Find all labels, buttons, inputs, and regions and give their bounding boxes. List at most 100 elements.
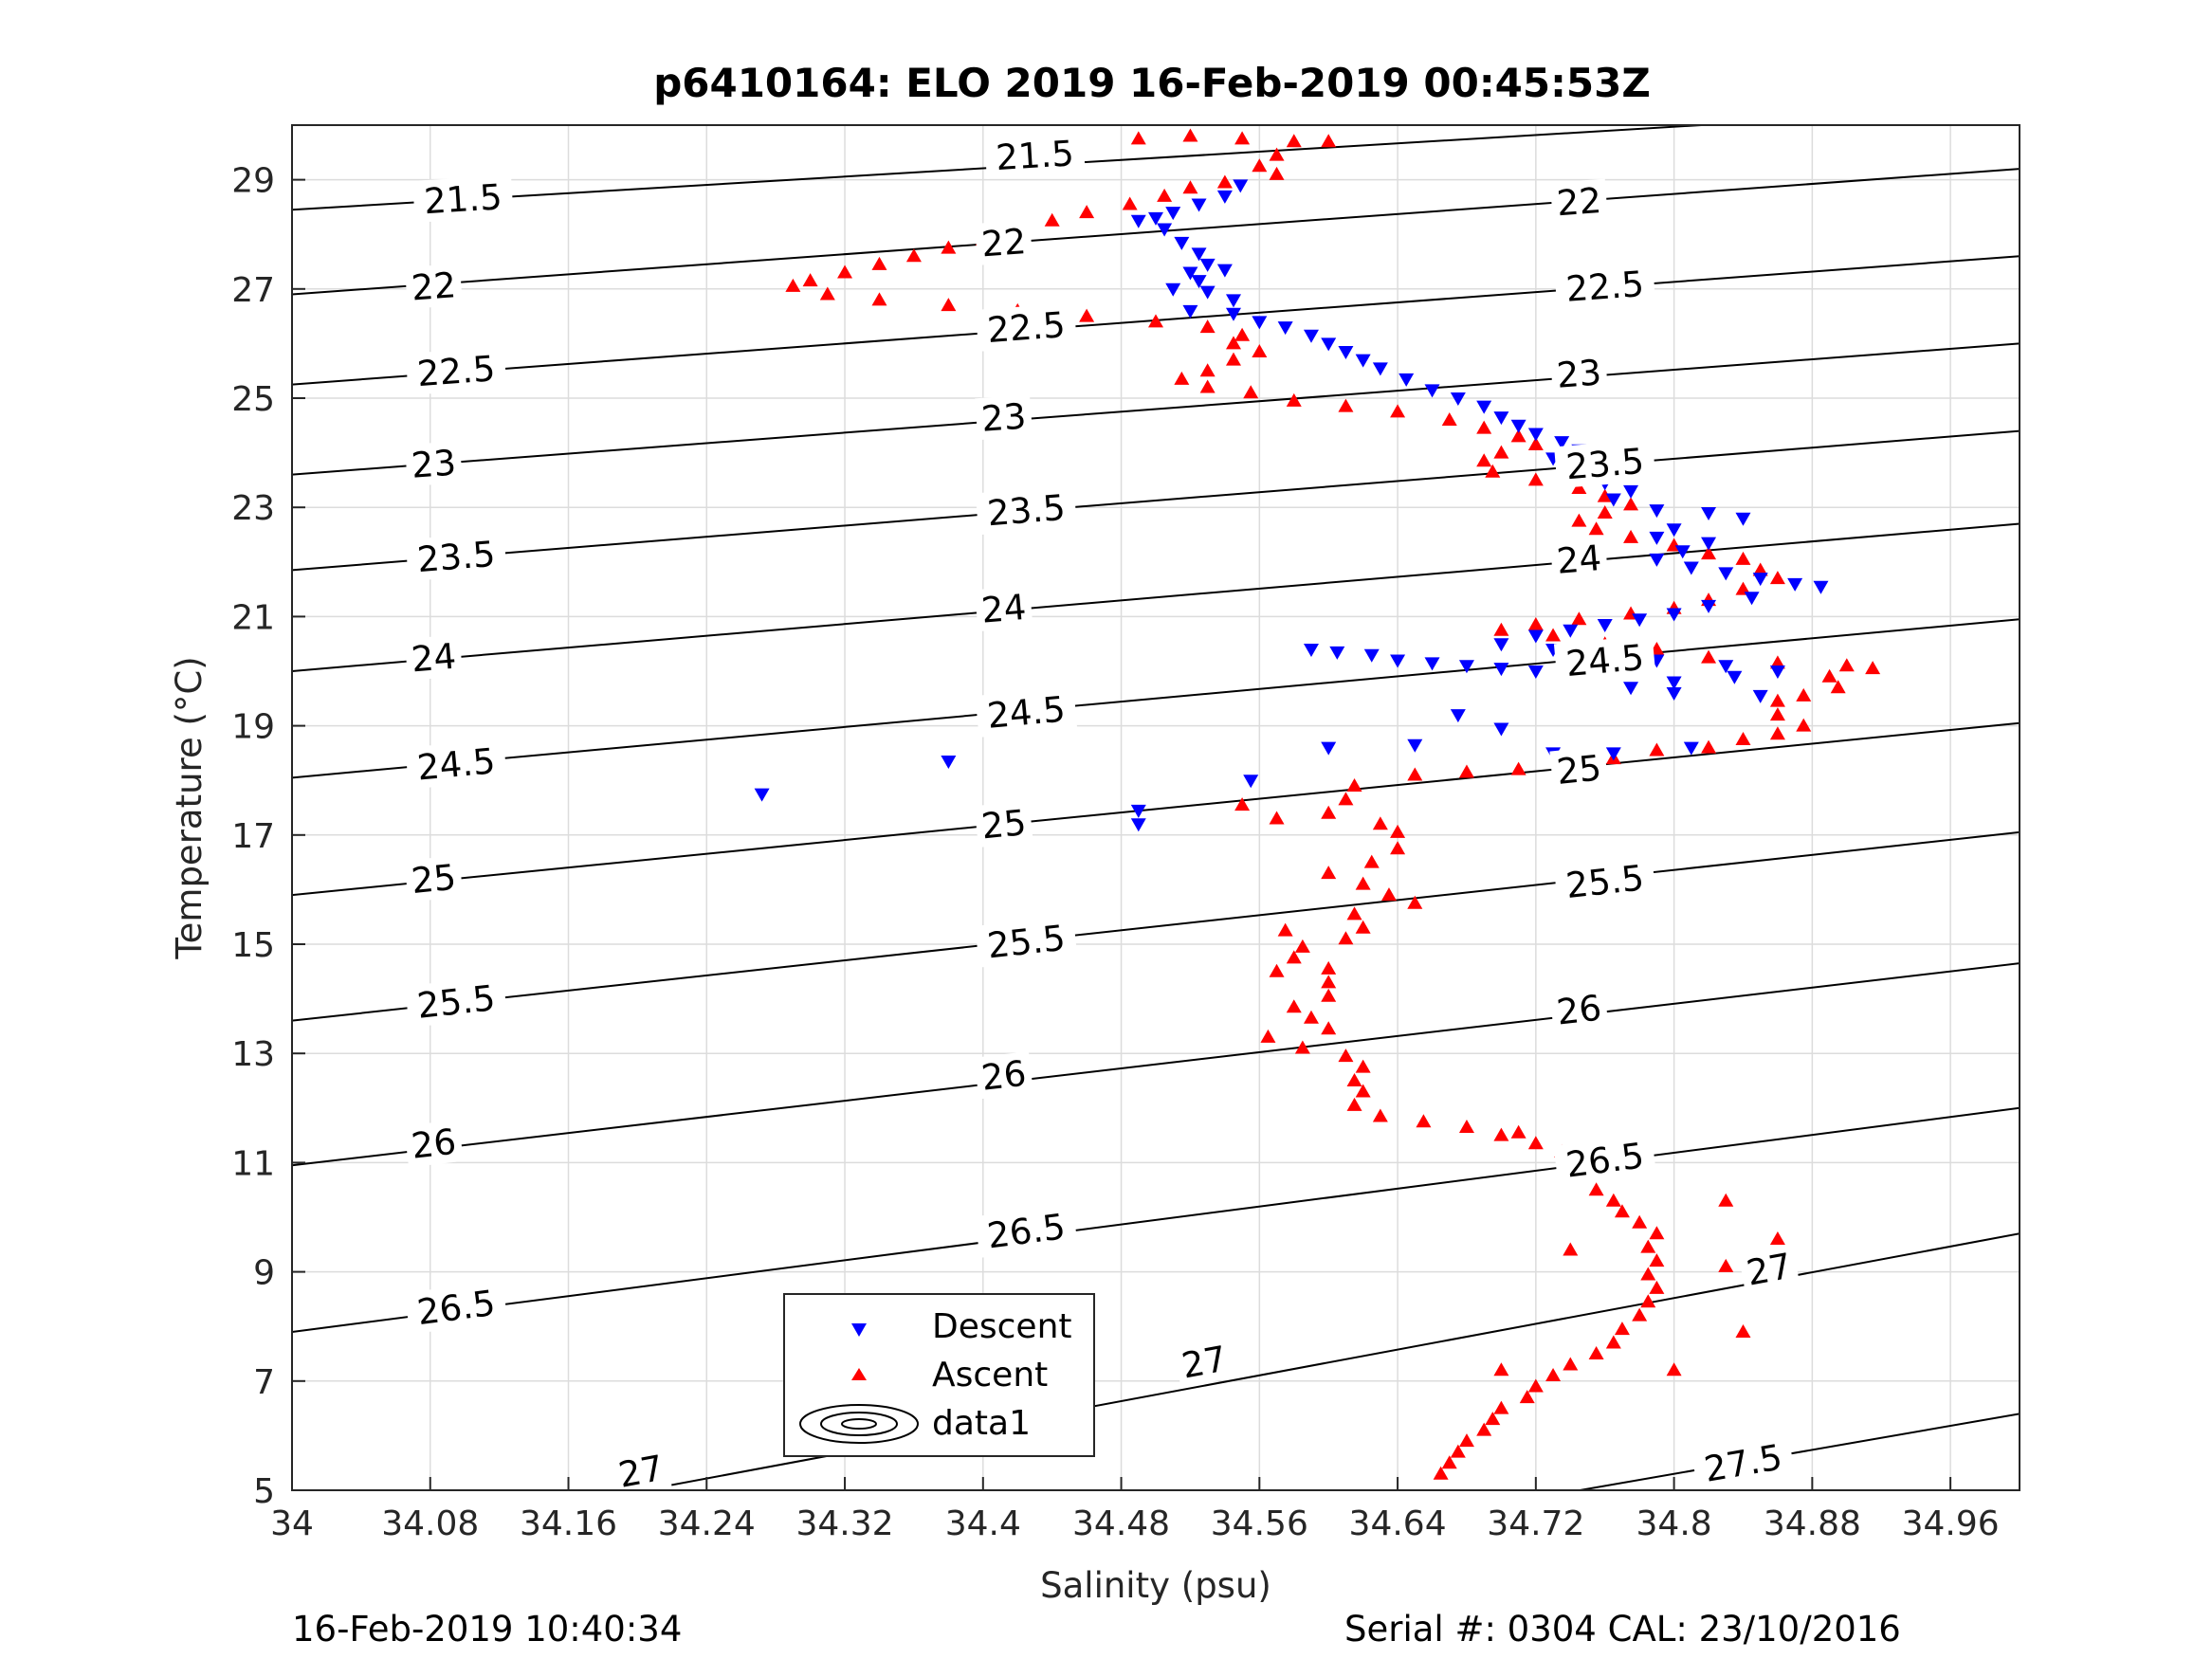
contour-label-text: 26.5 xyxy=(1563,1135,1646,1185)
contour-label-text: 22.5 xyxy=(1564,264,1645,310)
ascent-point xyxy=(1649,1280,1665,1294)
y-tick-label: 15 xyxy=(231,926,275,965)
y-tick-label: 21 xyxy=(231,598,275,637)
ascent-point xyxy=(1485,464,1501,478)
ascent-point xyxy=(1493,445,1509,459)
ascent-point xyxy=(1286,392,1302,407)
contour-label-text: 26 xyxy=(979,1053,1029,1099)
ascent-point xyxy=(1234,327,1251,341)
contour-label: 25.5 xyxy=(405,975,508,1028)
contour-label-halo xyxy=(975,302,1077,352)
contour-label-halo xyxy=(405,975,508,1028)
descent-point xyxy=(1666,608,1682,622)
ascent-point xyxy=(1623,497,1639,511)
contour-label-halo xyxy=(1549,350,1608,397)
ascent-point xyxy=(1286,134,1302,148)
ascent-point xyxy=(1735,1323,1751,1338)
descent-point xyxy=(1458,660,1474,674)
descent-point xyxy=(1527,629,1544,644)
contour-label: 22.5 xyxy=(405,346,507,395)
density-contour-line xyxy=(292,618,2020,779)
ascent-point xyxy=(1390,404,1406,418)
y-tick-label: 27 xyxy=(231,271,275,310)
contour-label-halo xyxy=(404,440,463,487)
contour-label-halo xyxy=(404,855,464,902)
contour-label: 22 xyxy=(1549,178,1608,225)
ascent-point xyxy=(1545,1368,1562,1382)
ascent-point xyxy=(1182,180,1198,194)
contour-label: 25 xyxy=(404,855,464,902)
descent-point xyxy=(1476,400,1492,414)
ascent-point xyxy=(837,264,853,279)
ascent-point xyxy=(1225,352,1241,366)
descent-point xyxy=(1450,392,1466,406)
descent-point xyxy=(1493,663,1509,677)
contour-label-halo xyxy=(412,174,514,223)
descent-point xyxy=(1216,190,1233,204)
ascent-point xyxy=(1433,1466,1449,1480)
descent-point xyxy=(1182,266,1198,281)
ascent-point xyxy=(1199,363,1216,377)
contour-label-halo xyxy=(975,394,1033,441)
ascent-point xyxy=(1269,166,1285,180)
descent-point xyxy=(1683,561,1699,575)
ascent-point xyxy=(1277,922,1293,937)
ascent-point xyxy=(1338,398,1354,412)
descent-point xyxy=(1165,283,1181,297)
descent-point xyxy=(1718,567,1734,581)
descent-point xyxy=(1407,738,1423,753)
descent-point xyxy=(1130,214,1146,228)
ascent-point xyxy=(1588,521,1604,536)
ascent-point xyxy=(1614,1204,1630,1218)
contour-label: 23 xyxy=(404,440,463,487)
contour-label-halo xyxy=(610,1445,672,1497)
descent-point xyxy=(1493,722,1509,737)
ascent-point xyxy=(1269,963,1285,977)
descent-point xyxy=(1787,577,1803,592)
descent-point xyxy=(1727,670,1743,684)
descent-point xyxy=(1623,682,1639,696)
contour-label-text: 25 xyxy=(979,802,1028,847)
ascent-point xyxy=(1623,529,1639,543)
ascent-point xyxy=(1044,212,1060,227)
x-tick-label: 34.08 xyxy=(381,1504,479,1543)
descent-point xyxy=(1623,484,1639,499)
ascent-point xyxy=(1527,1378,1544,1393)
descent-point xyxy=(1225,307,1241,321)
contour-label-text: 21.5 xyxy=(423,176,503,222)
contour-label-halo xyxy=(1554,262,1656,311)
ascent-point xyxy=(1441,1455,1457,1469)
descent-point xyxy=(1390,654,1406,668)
contour-label: 22 xyxy=(975,219,1033,265)
ascent-point xyxy=(1321,866,1337,880)
ascent-point xyxy=(1130,131,1146,145)
contour-label-halo xyxy=(1173,1336,1235,1388)
ascent-point xyxy=(1571,513,1587,527)
ascent-point xyxy=(1865,661,1881,675)
ascent-point xyxy=(1234,131,1251,145)
ascent-point xyxy=(1321,805,1337,819)
ascent-point xyxy=(1243,385,1259,399)
x-tick-label: 34 xyxy=(270,1504,314,1543)
ascent-point xyxy=(1796,718,1812,732)
descent-point xyxy=(1554,436,1570,450)
ascent-point xyxy=(871,292,887,306)
y-tick-label: 7 xyxy=(253,1363,275,1402)
x-tick-label: 34.8 xyxy=(1636,1504,1712,1543)
ascent-point xyxy=(1735,581,1751,595)
x-tick-label: 34.4 xyxy=(945,1504,1021,1543)
contour-label-text: 22.5 xyxy=(986,304,1067,351)
ascent-point xyxy=(1493,1362,1509,1376)
contour-label-text: 27 xyxy=(1744,1246,1795,1294)
contour-label: 21.5 xyxy=(412,174,514,223)
descent-point xyxy=(1450,709,1466,723)
descent-point xyxy=(1182,304,1198,319)
ascent-point xyxy=(871,256,887,270)
density-contour-line xyxy=(638,1232,2020,1490)
ascent-point xyxy=(1355,1059,1371,1073)
contour-label-text: 24.5 xyxy=(985,689,1067,737)
descent-point xyxy=(1363,648,1380,663)
contour-label-text: 27 xyxy=(1179,1339,1230,1387)
ascent-point xyxy=(1260,1029,1276,1043)
descent-point xyxy=(1303,643,1319,657)
